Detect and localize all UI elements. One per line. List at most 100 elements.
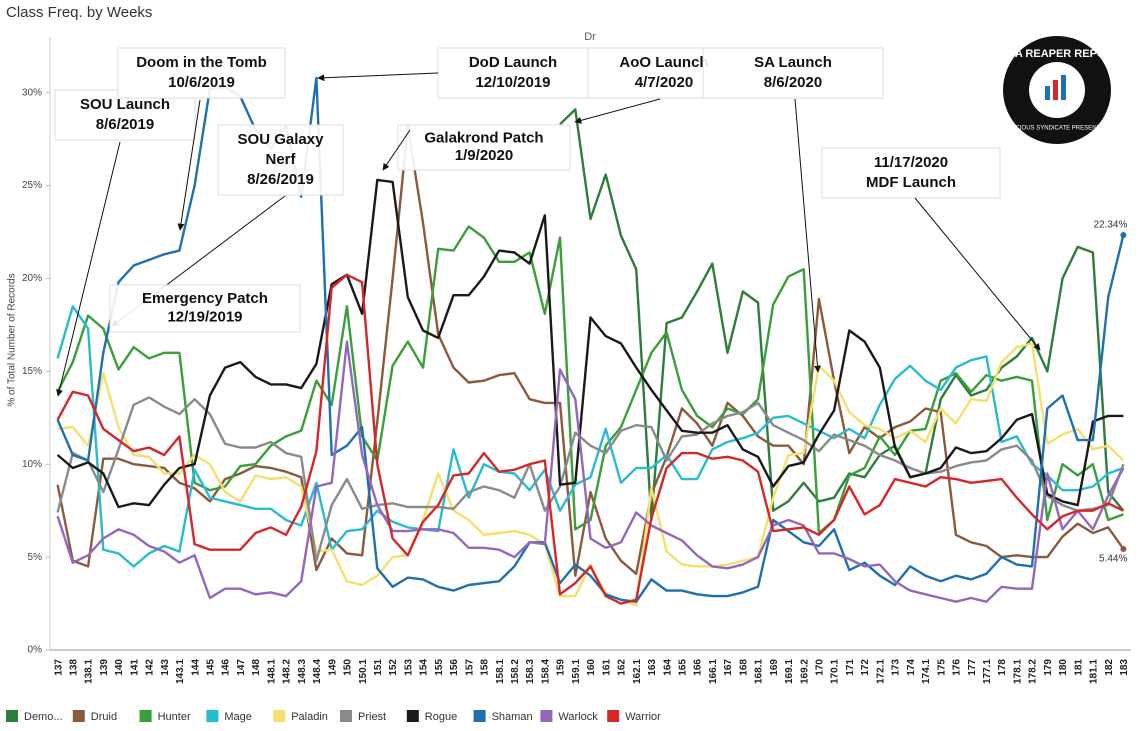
x-tick-label: 152 <box>388 659 399 676</box>
series-line <box>56 178 1124 509</box>
x-tick-label: 143 <box>160 659 171 676</box>
annotation-text: MDF Launch <box>866 174 956 191</box>
x-tick-label: 158.2 <box>510 659 521 684</box>
x-tick-label: 174.1 <box>921 659 932 684</box>
y-tick-label: 15% <box>22 366 42 377</box>
x-tick-label: 179 <box>1043 659 1054 676</box>
annotation-text: 11/17/2020 <box>874 154 948 171</box>
x-tick-label: 171 <box>845 659 856 676</box>
annotation-text: Galakrond Patch <box>424 130 543 147</box>
legend-swatch <box>273 710 286 722</box>
logo-icon <box>1061 75 1066 100</box>
value-label: 22.34% <box>1093 220 1127 231</box>
annotation-arrow <box>382 129 411 171</box>
logo-subtitle: VICIOUS SYNDICATE PRESENTS <box>1010 126 1104 132</box>
annotation-text: SA Launch <box>754 54 832 71</box>
legend-swatch <box>6 710 18 722</box>
x-tick-label: 169.2 <box>799 659 810 684</box>
annotation-text: 8/6/2019 <box>96 116 154 133</box>
end-point <box>1120 545 1127 552</box>
x-tick-label: 151 <box>373 659 384 676</box>
x-tick-label: 169 <box>769 659 780 676</box>
x-tick-label: 175 <box>936 659 947 676</box>
annotation-arrow <box>574 98 661 124</box>
legend-label: Paladin <box>291 711 328 723</box>
x-tick-label: 158 <box>480 659 491 676</box>
x-tick-label: 170.1 <box>830 659 841 684</box>
annotation-text: AoO Launch <box>619 54 708 71</box>
y-tick-label: 25% <box>22 180 42 191</box>
legend-label: Shaman <box>492 711 533 723</box>
annotation-text: Emergency Patch <box>142 290 268 307</box>
legend-swatch <box>406 710 419 722</box>
x-tick-label: 139 <box>99 659 110 676</box>
x-tick-label: 164 <box>662 659 673 676</box>
series-line <box>56 305 1124 568</box>
x-tick-label: 159.1 <box>571 659 582 684</box>
annotation-text: Doom in the Tomb <box>136 54 267 71</box>
x-tick-label: 181.1 <box>1089 659 1100 684</box>
chart-title: Class Freq. by Weeks <box>6 4 152 21</box>
x-tick-label: 156 <box>449 659 460 676</box>
series-line <box>56 125 1125 577</box>
x-tick-label: 165 <box>677 659 688 676</box>
annotation-box <box>702 47 884 99</box>
x-tick-label: 148.4 <box>312 659 323 684</box>
annotation-arrow <box>914 197 1041 351</box>
x-tick-label: 154 <box>419 659 430 676</box>
series-line <box>57 342 1125 607</box>
legend-swatch <box>206 710 219 722</box>
x-tick-label: 162 <box>617 659 628 676</box>
x-tick-label: 140 <box>114 659 125 676</box>
x-tick-label: 149 <box>327 659 338 676</box>
annotation-arrow <box>177 99 201 231</box>
legend-swatch <box>340 710 352 722</box>
annotation-text: SOU Launch <box>80 96 170 113</box>
x-tick-label: 148 <box>251 659 262 676</box>
x-tick-label: 178.2 <box>1028 659 1039 684</box>
x-tick-label: 167 <box>723 659 734 676</box>
x-tick-label: 177 <box>967 659 978 676</box>
series-line <box>56 225 1124 535</box>
series-line <box>56 273 1124 605</box>
x-tick-label: 166.1 <box>708 659 719 684</box>
x-tick-label: 161 <box>601 659 612 676</box>
x-tick-label: 148.3 <box>297 659 308 684</box>
x-tick-label: 155 <box>434 659 445 676</box>
annotation-text: 10/6/2019 <box>168 74 235 91</box>
legend-swatch <box>72 710 85 722</box>
logo-icon <box>1053 80 1058 100</box>
x-tick-label: 170 <box>815 659 826 676</box>
annotation-box <box>217 124 344 196</box>
x-tick-label: 145 <box>206 659 217 676</box>
annotation-text: SOU Galaxy <box>238 131 325 148</box>
header: Dr <box>584 31 596 43</box>
x-tick-label: 169.1 <box>784 659 795 684</box>
y-tick-label: 5% <box>28 552 43 563</box>
end-point <box>1120 232 1127 239</box>
annotation-text: 8/6/2020 <box>764 74 822 91</box>
x-tick-label: 177.1 <box>982 659 993 684</box>
x-tick-label: 160 <box>586 659 597 676</box>
x-tick-label: 148.1 <box>266 659 277 684</box>
x-tick-label: 173 <box>891 659 902 676</box>
x-tick-label: 146 <box>221 659 232 676</box>
x-tick-label: 143.1 <box>175 659 186 684</box>
x-tick-label: 142 <box>145 659 156 676</box>
annotation-box <box>117 47 286 99</box>
legend-label: Warrior <box>625 711 661 723</box>
x-tick-label: 147 <box>236 659 247 676</box>
x-tick-label: 148.2 <box>282 659 293 684</box>
logo-title: DATA REAPER REPORT <box>994 48 1121 60</box>
legend-label: Druid <box>91 711 117 723</box>
x-tick-label: 153 <box>403 659 414 676</box>
annotation-arrow <box>317 72 439 82</box>
y-tick-label: 30% <box>22 87 42 98</box>
x-tick-label: 141 <box>129 659 140 676</box>
y-axis-label: % of Total Number of Records <box>7 273 18 406</box>
annotation-text: 1/9/2020 <box>455 147 513 164</box>
annotation-box <box>437 47 589 99</box>
x-tick-label: 159 <box>556 659 567 676</box>
y-tick-label: 10% <box>22 459 42 470</box>
